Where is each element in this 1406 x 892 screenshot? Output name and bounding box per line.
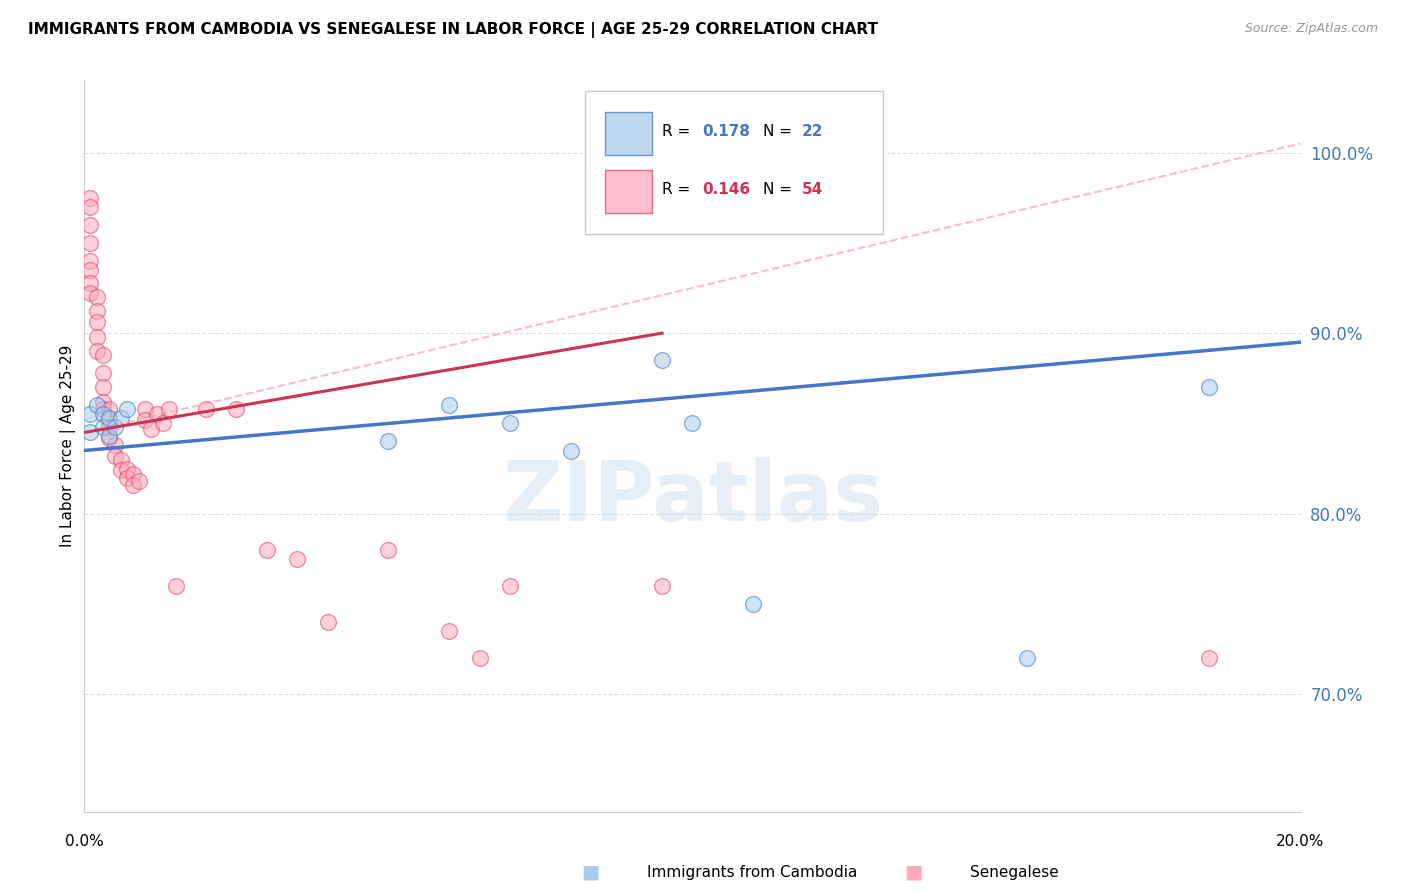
Point	[122, 478, 145, 492]
Point	[377, 542, 399, 557]
Text: 0.146: 0.146	[702, 183, 751, 197]
Text: N =: N =	[763, 183, 797, 197]
Text: 22: 22	[801, 124, 824, 139]
Point	[79, 191, 101, 205]
Point	[104, 420, 127, 434]
Point	[79, 286, 101, 301]
Text: R =: R =	[662, 183, 695, 197]
Point	[152, 417, 174, 431]
Point	[159, 401, 181, 416]
Text: R =: R =	[662, 124, 695, 139]
Point	[91, 348, 114, 362]
Point	[97, 429, 120, 443]
Point	[110, 452, 132, 467]
Point	[97, 411, 120, 425]
Point	[439, 624, 461, 639]
Point	[86, 290, 108, 304]
Text: ■: ■	[904, 863, 924, 882]
Point	[742, 597, 765, 611]
Point	[79, 200, 101, 214]
Point	[104, 449, 127, 463]
Point	[1198, 651, 1220, 665]
Point	[499, 579, 522, 593]
Point	[256, 542, 278, 557]
Point	[86, 330, 108, 344]
Point	[499, 417, 522, 431]
Text: Source: ZipAtlas.com: Source: ZipAtlas.com	[1244, 22, 1378, 36]
Point	[377, 434, 399, 449]
FancyBboxPatch shape	[585, 91, 883, 234]
Point	[651, 353, 673, 368]
Point	[91, 401, 114, 416]
Point	[86, 398, 108, 412]
Point	[97, 413, 120, 427]
Text: 0.178: 0.178	[702, 124, 751, 139]
Point	[134, 401, 156, 416]
Point	[439, 398, 461, 412]
Point	[682, 417, 704, 431]
FancyBboxPatch shape	[605, 112, 652, 155]
Point	[79, 276, 101, 290]
Point	[91, 394, 114, 409]
Point	[115, 470, 138, 484]
Point	[285, 552, 308, 566]
Point	[79, 408, 101, 422]
Text: ZIPatlas: ZIPatlas	[502, 457, 883, 538]
Point	[560, 443, 582, 458]
Text: 0.0%: 0.0%	[65, 834, 104, 849]
Point	[141, 422, 163, 436]
Point	[134, 413, 156, 427]
Point	[86, 315, 108, 329]
Point	[91, 366, 114, 380]
Point	[128, 474, 150, 488]
Point	[79, 235, 101, 250]
Text: 20.0%: 20.0%	[1277, 834, 1324, 849]
Text: IMMIGRANTS FROM CAMBODIA VS SENEGALESE IN LABOR FORCE | AGE 25-29 CORRELATION CH: IMMIGRANTS FROM CAMBODIA VS SENEGALESE I…	[28, 22, 879, 38]
Y-axis label: In Labor Force | Age 25-29: In Labor Force | Age 25-29	[60, 345, 76, 547]
Point	[651, 579, 673, 593]
Point	[79, 263, 101, 277]
Point	[1015, 651, 1038, 665]
Point	[316, 615, 339, 629]
Text: 54: 54	[801, 183, 823, 197]
Point	[91, 420, 114, 434]
Point	[86, 304, 108, 318]
Point	[79, 218, 101, 232]
Point	[79, 425, 101, 440]
Point	[91, 408, 114, 422]
Point	[194, 401, 218, 416]
Point	[104, 438, 127, 452]
Text: Immigrants from Cambodia: Immigrants from Cambodia	[647, 865, 858, 880]
Text: ■: ■	[581, 863, 600, 882]
Point	[468, 651, 491, 665]
Point	[225, 401, 247, 416]
Point	[79, 253, 101, 268]
Point	[115, 461, 138, 475]
Point	[122, 467, 145, 481]
Point	[97, 431, 120, 445]
Point	[110, 463, 132, 477]
Point	[86, 344, 108, 359]
Point	[115, 401, 138, 416]
Text: Senegalese: Senegalese	[970, 865, 1059, 880]
Text: N =: N =	[763, 124, 797, 139]
Point	[146, 408, 169, 422]
Point	[1198, 380, 1220, 394]
Point	[165, 579, 187, 593]
FancyBboxPatch shape	[605, 170, 652, 213]
Point	[97, 420, 120, 434]
Point	[97, 401, 120, 416]
Point	[110, 411, 132, 425]
Point	[91, 380, 114, 394]
